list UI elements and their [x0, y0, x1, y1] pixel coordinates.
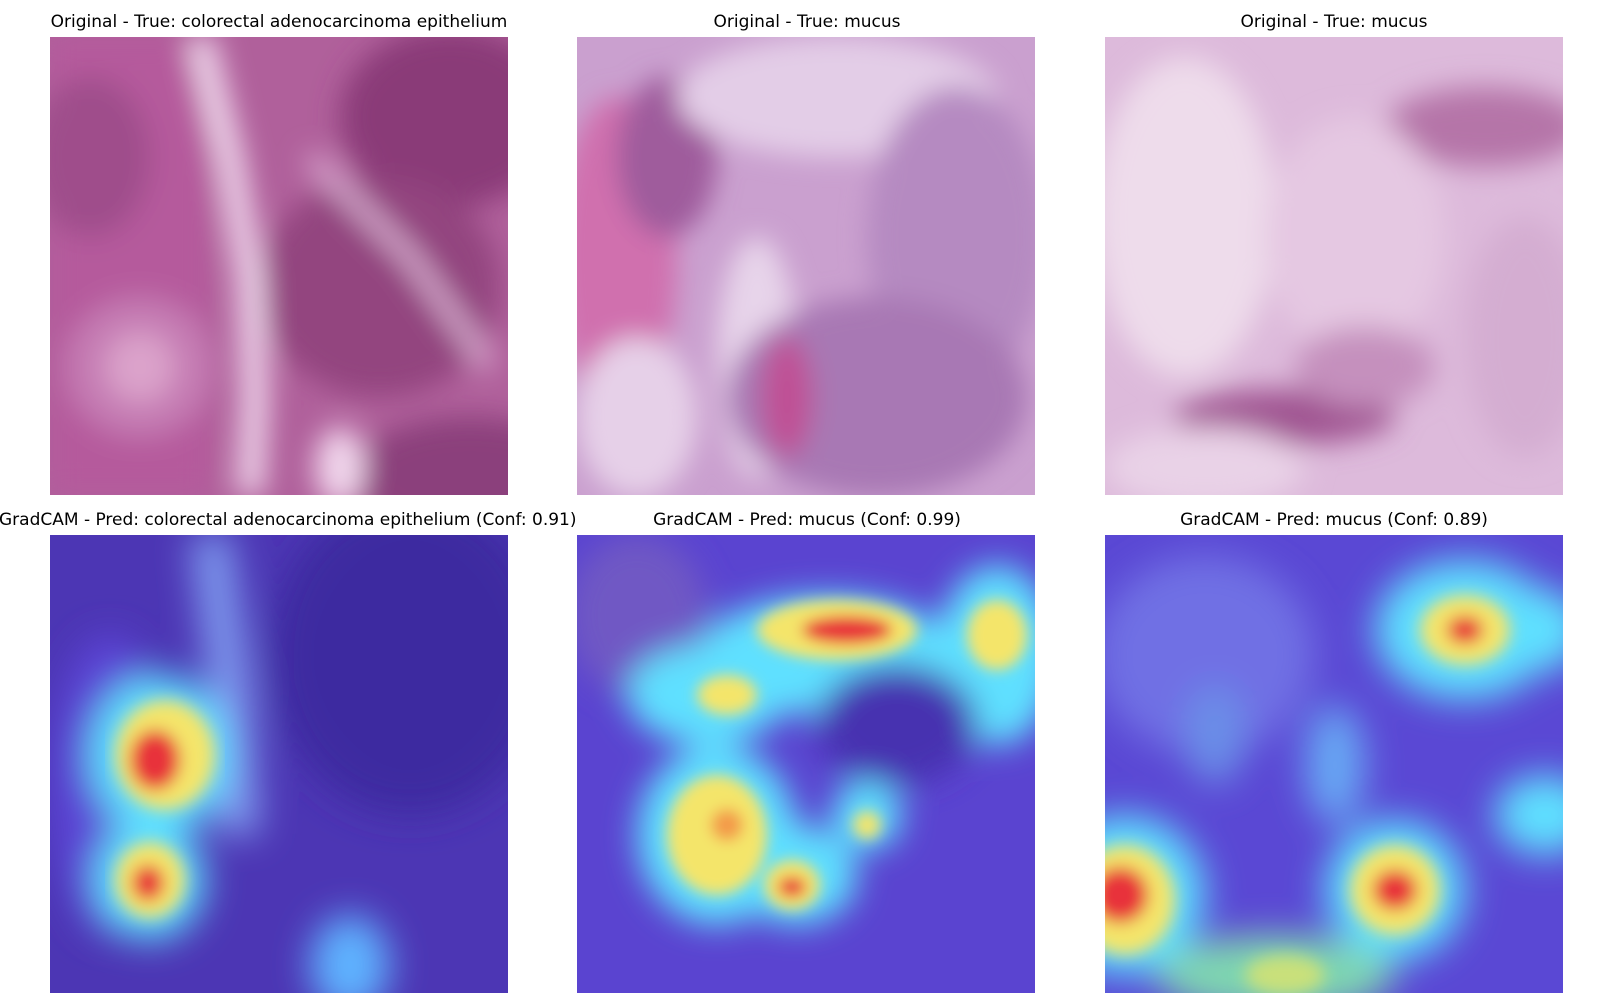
original-image-mucus-1 [577, 37, 1035, 495]
panel-title-4: GradCAM - Pred: colorectal adenocarcinom… [0, 510, 577, 530]
tissue-icon [577, 37, 1035, 495]
gradcam-image-mucus-2 [1105, 535, 1563, 993]
gradcam-image-mucus-1 [577, 535, 1035, 993]
gradcam-image-adenocarcinoma [50, 535, 508, 993]
tissue-icon [1105, 37, 1563, 495]
panel-title-2: Original - True: mucus [713, 12, 901, 32]
heatmap-icon [1105, 535, 1563, 993]
panel-title-3: Original - True: mucus [1240, 12, 1428, 32]
panel-title-1: Original - True: colorectal adenocarcino… [50, 12, 508, 32]
panel-title-5: GradCAM - Pred: mucus (Conf: 0.99) [653, 510, 961, 530]
original-image-mucus-2 [1105, 37, 1563, 495]
heatmap-icon [50, 535, 508, 993]
original-image-adenocarcinoma [50, 37, 508, 495]
heatmap-icon [577, 535, 1035, 993]
tissue-icon [50, 37, 508, 495]
panel-title-6: GradCAM - Pred: mucus (Conf: 0.89) [1180, 510, 1488, 530]
